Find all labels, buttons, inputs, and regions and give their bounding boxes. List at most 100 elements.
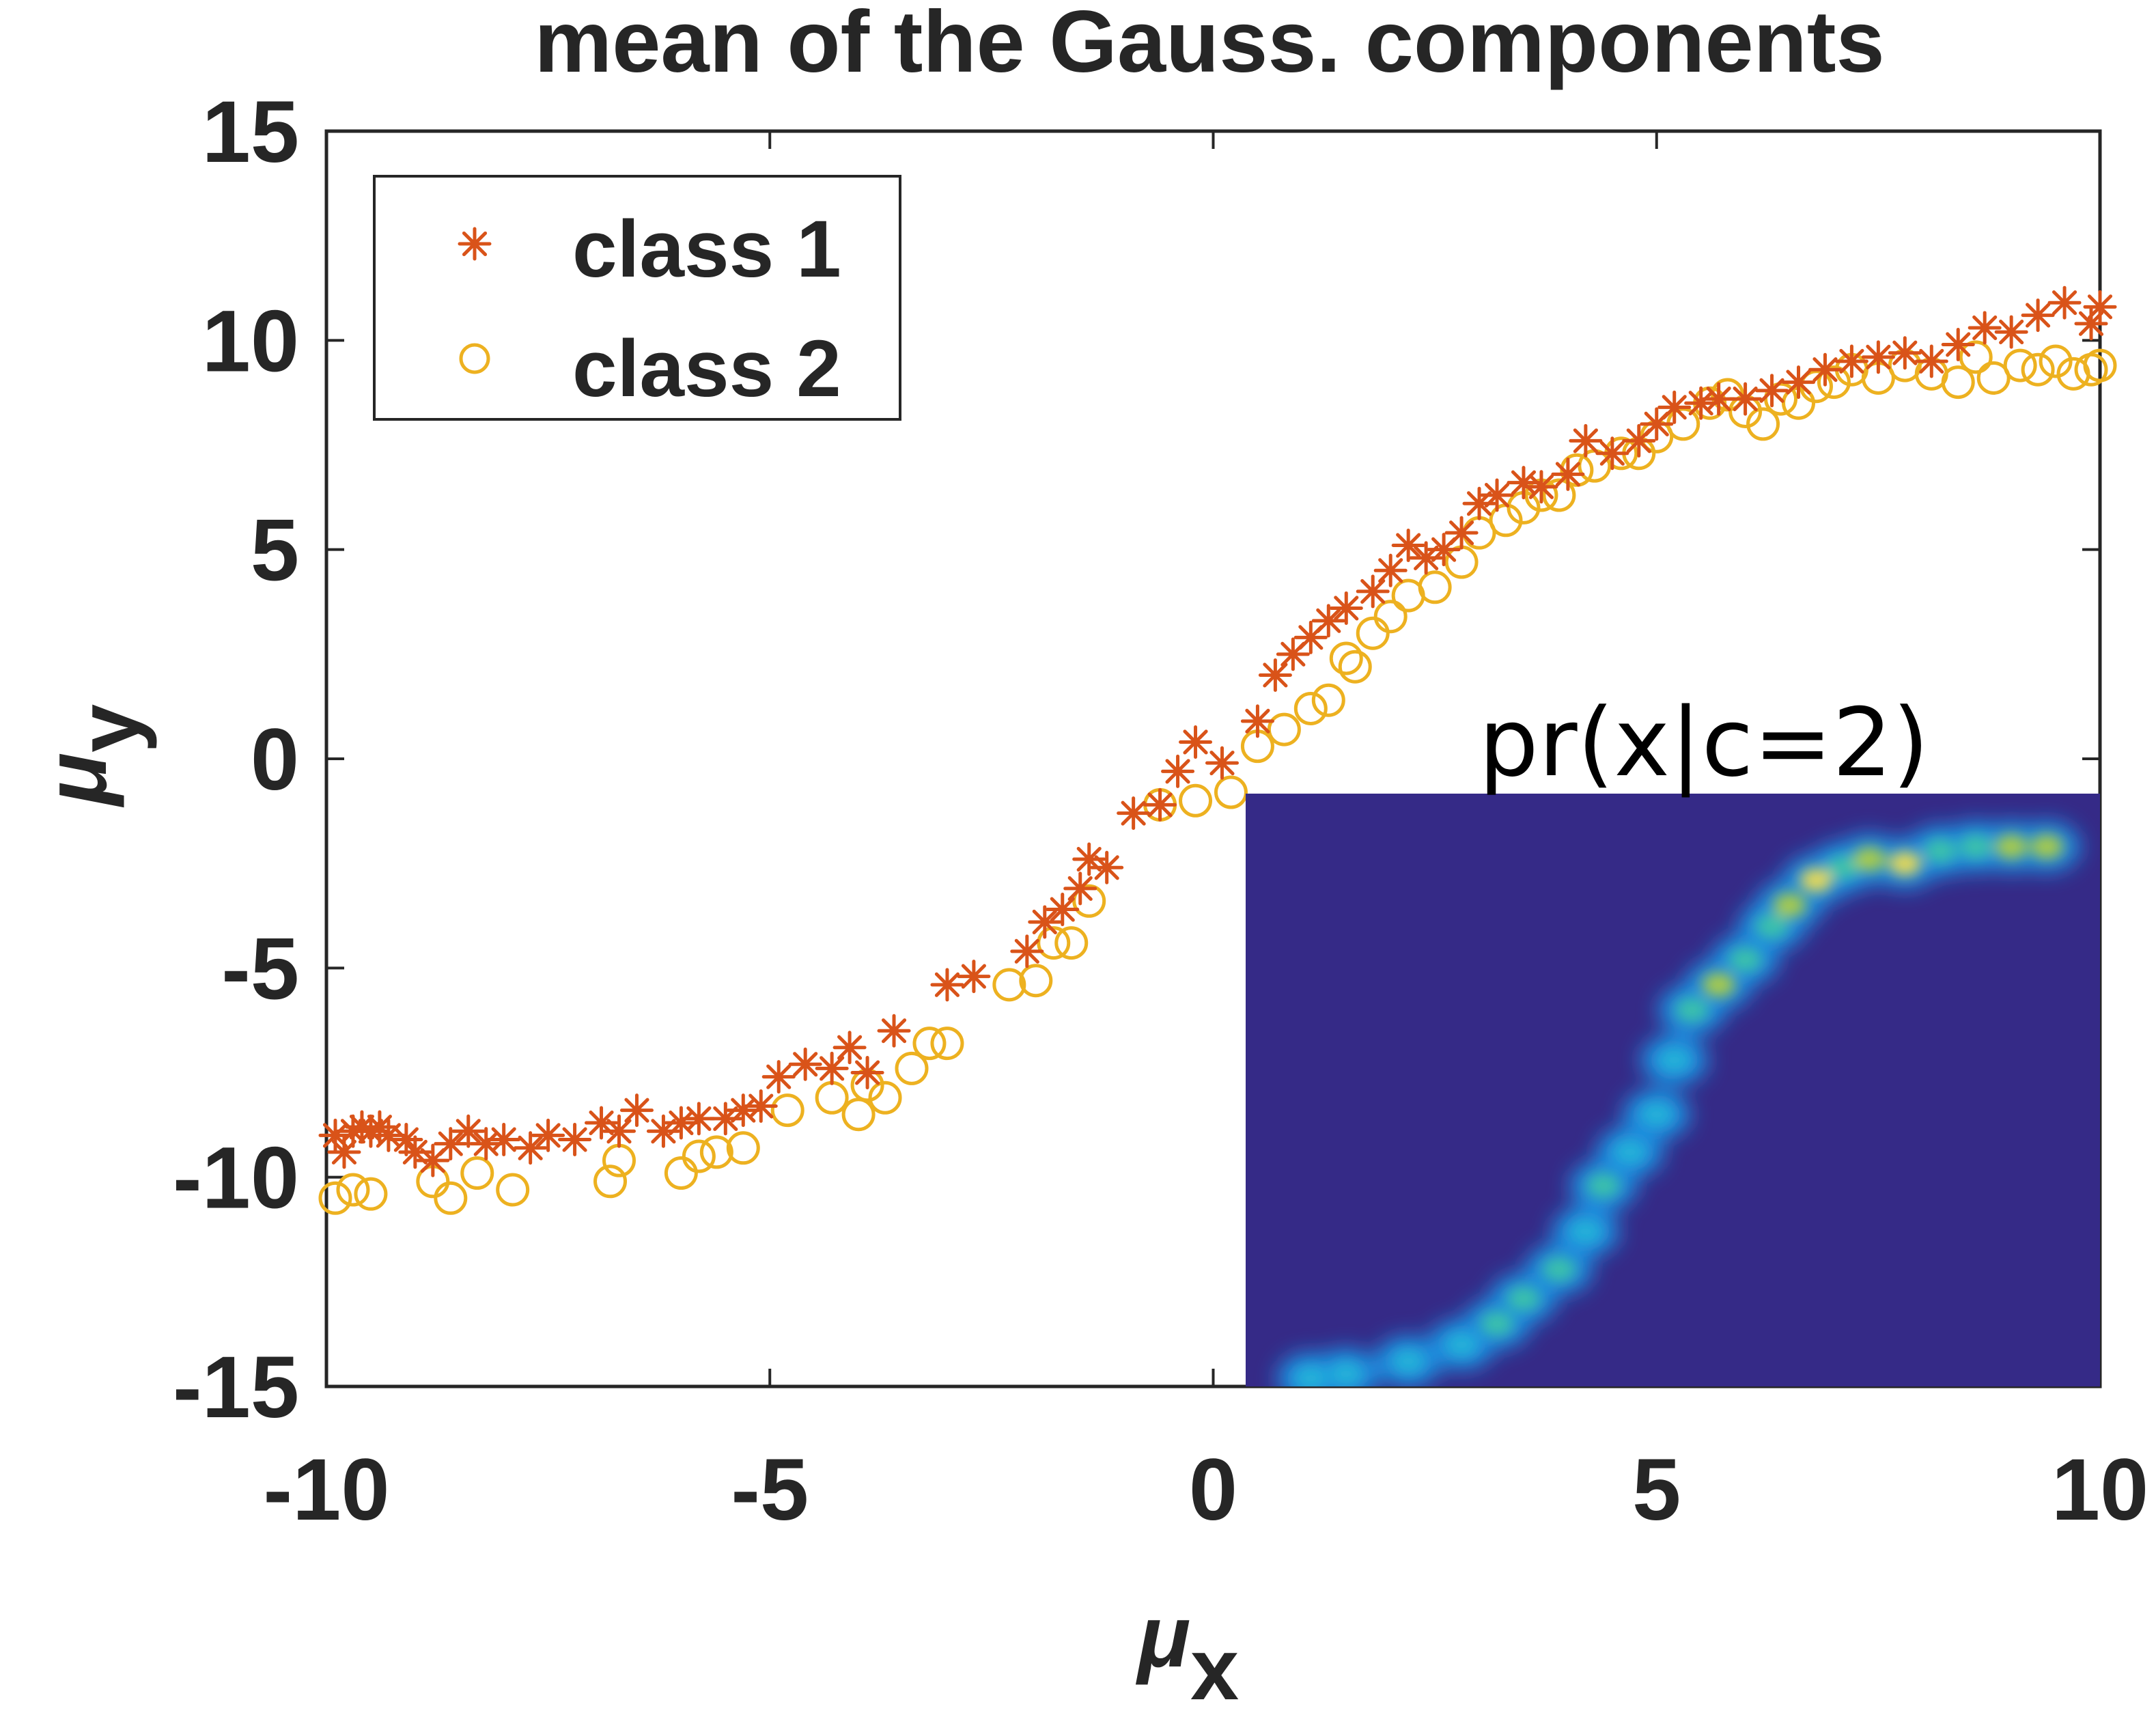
- point-class-1: [1240, 704, 1274, 738]
- y-tick-label: -15: [173, 1339, 299, 1436]
- y-tick-label: 10: [202, 292, 299, 390]
- point-class-2: [1373, 600, 1408, 634]
- point-class-2: [460, 1156, 494, 1190]
- x-tick-label: 0: [1189, 1441, 1237, 1539]
- point-class-1: [1968, 311, 2002, 345]
- point-class-2: [1418, 570, 1452, 604]
- density-core: [1995, 834, 2028, 859]
- point-class-2: [336, 1173, 370, 1207]
- point-class-1: [1072, 842, 1106, 876]
- density-core: [1755, 914, 1789, 939]
- point-class-1: [531, 1118, 565, 1152]
- point-class-2: [682, 1139, 716, 1173]
- point-class-2: [1746, 407, 1780, 441]
- point-class-2: [930, 1027, 964, 1061]
- point-class-2: [1959, 340, 1993, 374]
- point-class-1: [832, 1031, 867, 1065]
- point-class-2: [1054, 926, 1089, 960]
- density-core: [1481, 1311, 1514, 1337]
- series-class-1: [318, 285, 2117, 1177]
- point-class-1: [744, 1089, 778, 1124]
- density-core: [1657, 1048, 1691, 1073]
- point-class-1: [815, 1051, 849, 1085]
- density-core: [1728, 947, 1762, 973]
- point-class-2: [2039, 344, 2073, 378]
- point-class-1: [1782, 365, 1816, 400]
- point-class-2: [815, 1080, 849, 1115]
- point-class-1: [434, 1127, 468, 1161]
- point-class-2: [1037, 926, 1071, 960]
- point-class-2: [1817, 365, 1851, 400]
- point-class-1: [1755, 374, 1789, 408]
- x-axis-label-base: μ: [1136, 1588, 1190, 1686]
- point-class-1: [1861, 340, 1895, 374]
- y-tick-labels: -15 -10 -5 0 5 10 15: [173, 83, 299, 1436]
- point-class-2: [1019, 964, 1053, 998]
- point-class-2: [354, 1177, 388, 1211]
- point-class-1: [514, 1131, 548, 1165]
- density-core: [1586, 1173, 1620, 1198]
- point-class-1: [1356, 574, 1390, 609]
- density-core: [1924, 838, 1957, 863]
- x-axis-label: μx: [1136, 1588, 1239, 1718]
- inset-title: pr(x|c=2): [1479, 688, 1929, 798]
- density-core: [1542, 1257, 1576, 1282]
- x-tick-label: 10: [2052, 1441, 2148, 1539]
- y-tick-label: 15: [202, 83, 299, 181]
- density-core: [1853, 847, 1886, 872]
- point-class-1: [1161, 754, 1195, 788]
- point-class-2: [2083, 348, 2117, 382]
- point-class-1: [1205, 746, 1239, 780]
- point-class-1: [1524, 470, 1558, 504]
- point-class-1: [1569, 423, 1603, 458]
- point-class-1: [788, 1047, 822, 1081]
- point-class-1: [1063, 871, 1097, 906]
- point-class-1: [487, 1123, 521, 1157]
- point-class-1: [1179, 725, 1213, 759]
- point-class-2: [770, 1093, 804, 1128]
- point-class-1: [1444, 516, 1479, 550]
- point-class-1: [1941, 327, 1975, 361]
- point-class-2: [1293, 691, 1328, 725]
- density-core: [1800, 867, 1833, 893]
- point-class-2: [664, 1156, 698, 1190]
- density-core: [1888, 851, 1922, 876]
- point-class-1: [389, 1123, 423, 1157]
- point-class-1: [619, 1093, 654, 1128]
- point-class-1: [1258, 658, 1292, 692]
- point-class-1: [761, 1060, 796, 1094]
- density-core: [1613, 1139, 1647, 1164]
- legend-marker-class-2: [459, 343, 490, 374]
- point-class-1: [1427, 533, 1461, 567]
- point-class-1: [2021, 298, 2055, 333]
- point-class-1: [451, 1114, 486, 1148]
- x-tick-label: 5: [1632, 1441, 1681, 1539]
- inset-density: [1276, 820, 2082, 1386]
- density-core: [1330, 1361, 1363, 1386]
- point-class-1: [1551, 457, 1585, 491]
- point-class-2: [1444, 545, 1479, 579]
- density-core: [1445, 1332, 1479, 1357]
- point-class-1: [850, 1056, 884, 1089]
- density-core: [1392, 1349, 1425, 1374]
- y-tick-label: -10: [173, 1130, 299, 1227]
- point-class-1: [1010, 934, 1044, 968]
- point-class-2: [1356, 616, 1390, 650]
- density-core: [2030, 834, 2064, 859]
- point-class-2: [1179, 783, 1213, 818]
- point-class-2: [895, 1051, 929, 1085]
- chart-title: mean of the Gauss. components: [534, 0, 1884, 91]
- point-class-2: [1267, 712, 1301, 747]
- point-class-2: [726, 1131, 760, 1165]
- point-class-2: [2003, 348, 2037, 382]
- point-class-2: [1976, 361, 2011, 395]
- x-tick-label: -10: [264, 1441, 390, 1539]
- point-class-1: [1640, 407, 1674, 441]
- point-class-1: [1028, 905, 1062, 939]
- point-class-1: [1117, 796, 1151, 831]
- scatter-series: [318, 285, 2117, 1215]
- point-class-2: [1311, 683, 1345, 717]
- y-axis-label-base: μ: [27, 753, 125, 807]
- density-core: [1826, 855, 1860, 880]
- y-tick-label: 0: [251, 711, 299, 809]
